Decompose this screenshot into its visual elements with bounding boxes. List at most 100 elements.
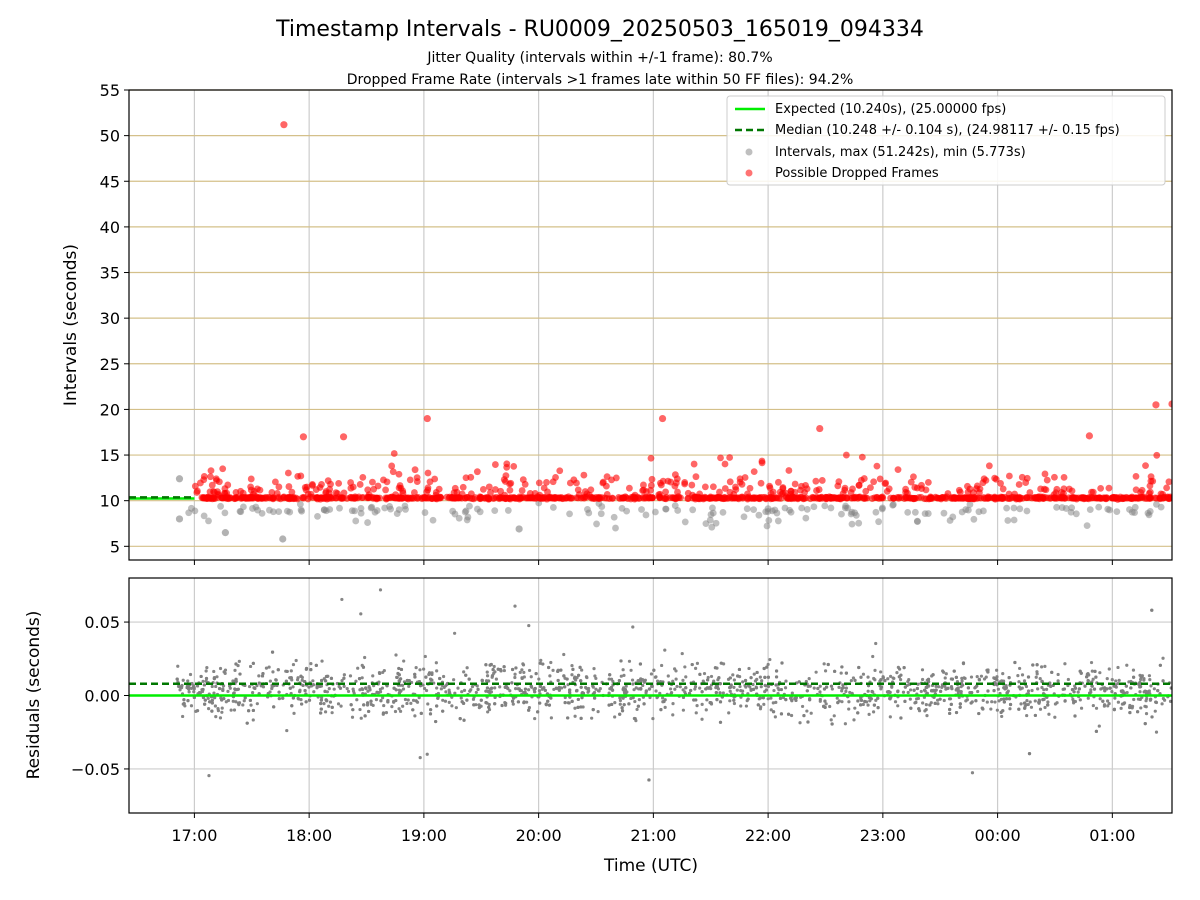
residual-point [1128,705,1132,710]
dropped-point [956,494,963,502]
dropped-point [1011,490,1019,498]
residual-point [1119,706,1123,710]
residual-point [713,666,718,670]
dropped-point [322,489,330,497]
x-tick-label: 21:00 [630,826,676,845]
residual-point [695,661,700,665]
residual-point [580,668,584,672]
interval-point [949,513,957,521]
dropped-point [556,467,564,475]
dropped-point [813,487,820,494]
residual-point [575,688,579,693]
residual-point [422,667,426,671]
dropped-point [619,494,627,502]
residual-point [920,668,925,672]
residual-point [1007,675,1011,680]
residual-point [1143,722,1147,726]
residual-point [631,682,635,686]
residual-point [413,675,417,679]
residual-point [221,688,225,692]
residual-point [752,672,756,676]
interval-point [1153,500,1160,508]
residual-point [647,778,651,782]
residual-point [443,699,448,703]
dropped-point [531,489,539,497]
residual-point [578,665,582,669]
residual-point [943,676,947,680]
residual-point [288,676,292,680]
residual-point [419,711,423,715]
residual-point [566,701,570,705]
interval-point [940,509,948,517]
residual-point [424,688,429,693]
residual-point [718,700,723,704]
residual-point [784,697,788,702]
residual-point [610,688,615,692]
dropped-point [997,494,1005,502]
residual-point [511,702,515,706]
residual-point [272,705,276,709]
residual-point [735,688,739,692]
residual-point [835,696,839,700]
residual-point [1086,679,1090,683]
residual-point [220,710,224,714]
residual-point [486,679,491,683]
residual-point [881,676,885,680]
residual-point [397,707,401,711]
residual-point [874,641,878,646]
interval-point [279,535,287,543]
residual-point [359,612,363,616]
residual-point [899,716,903,720]
residual-point [830,722,834,726]
residual-point [974,699,978,703]
residual-point [1094,729,1099,733]
residual-point [778,696,783,700]
residual-point [681,708,685,712]
residual-point [732,698,736,702]
interval-point [221,529,229,537]
interval-point [549,504,557,511]
residual-point [394,688,398,692]
residual-point [285,728,289,733]
residual-point [1047,712,1051,716]
residual-point [751,682,755,687]
residual-point [236,687,241,691]
residual-point [804,679,808,684]
residual-point [619,674,623,678]
residual-point [378,588,383,592]
residual-point [901,690,906,694]
residual-point [195,684,200,688]
bottom-y-axis-label: Residuals (seconds) [24,611,44,780]
residual-point [339,704,343,708]
residual-point [580,696,584,700]
interval-point [387,505,394,513]
residual-point [544,702,548,706]
residual-point [1037,700,1041,704]
dropped-point [671,494,679,502]
residual-point [936,702,940,706]
dropped-point [1005,490,1013,498]
top-y-tick-label: 15 [100,446,120,465]
residual-point [1050,670,1054,675]
dropped-point [890,494,898,502]
interval-point [393,510,401,517]
interval-point [464,513,472,521]
residual-point [576,673,581,677]
residual-point [1035,663,1039,667]
residual-point [490,686,494,690]
residual-point [740,689,745,693]
residual-point [323,710,328,714]
residual-point [866,675,870,679]
residual-point [826,662,830,667]
residual-point [741,680,745,684]
residual-point [789,713,794,718]
residual-point [195,709,200,713]
residual-point [182,702,186,706]
dropped-point [1060,473,1068,481]
residual-point [739,704,743,708]
residual-point [430,672,434,676]
residual-point [1083,684,1087,688]
legend-dropped-swatch [745,169,753,177]
dropped-point [746,484,754,492]
